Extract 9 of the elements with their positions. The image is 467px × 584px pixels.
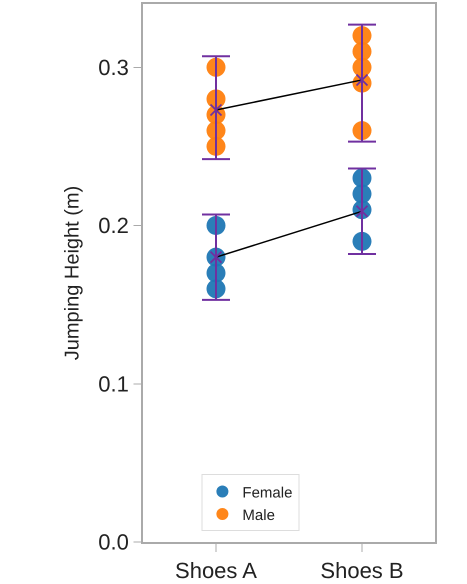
y-tick-label: 0.3 (98, 54, 129, 80)
y-tick-label: 0.2 (98, 213, 129, 238)
legend-label: Male (242, 506, 275, 524)
x-tick-label: Shoes A (175, 558, 258, 584)
y-axis-title: Jumping Height (m) (61, 186, 84, 360)
y-tick-label: 0.0 (98, 530, 129, 555)
x-tick-label: Shoes B (320, 558, 404, 584)
legend-label: Female (242, 484, 292, 502)
y-tick-label: 0.1 (98, 371, 129, 396)
